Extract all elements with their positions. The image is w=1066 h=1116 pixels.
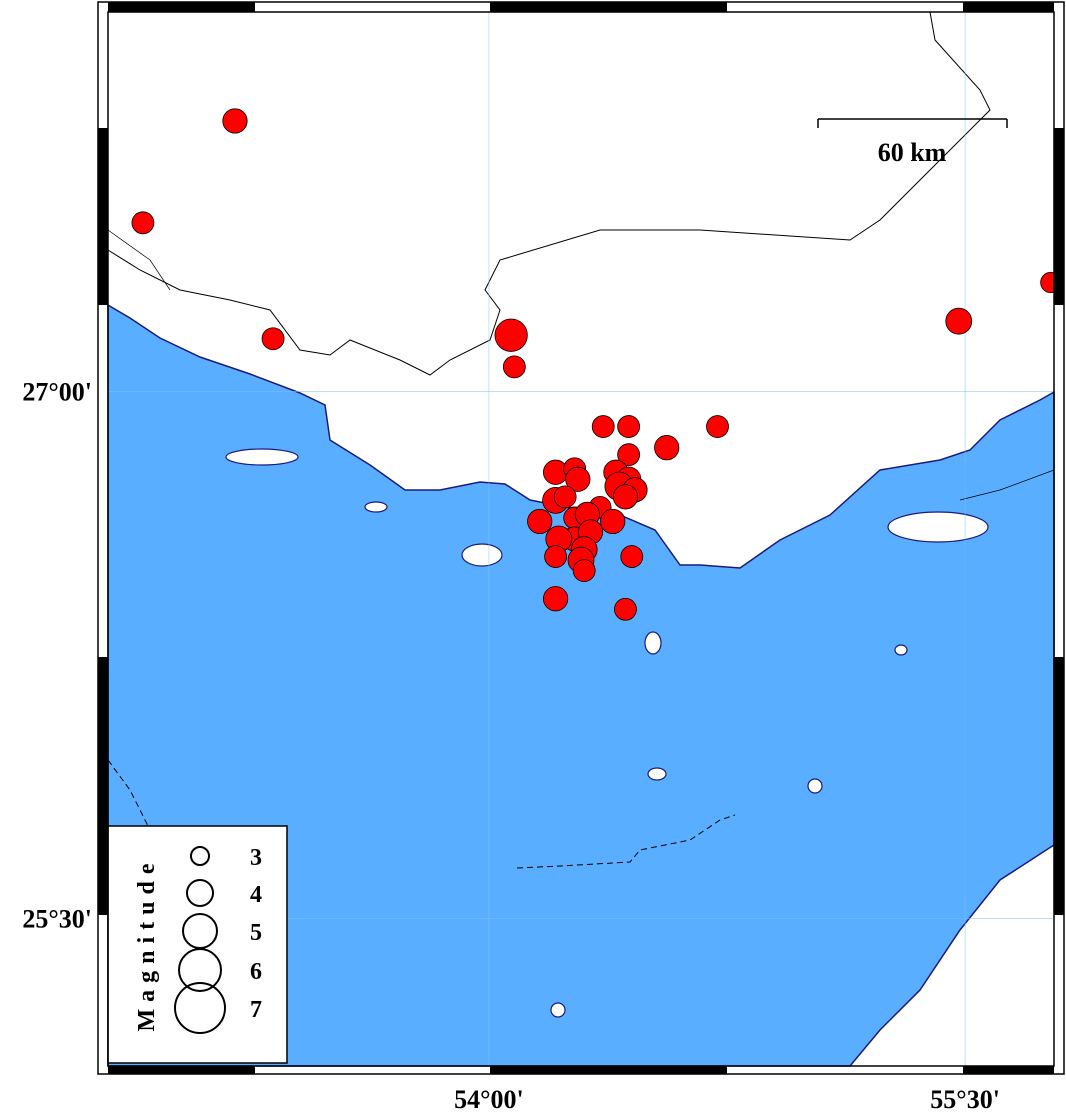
event — [261, 327, 285, 351]
legend-symbol — [186, 879, 214, 907]
event — [572, 559, 596, 583]
y-tick-label: 27°00' — [22, 377, 92, 406]
legend-label: 3 — [250, 845, 262, 871]
sea — [107, 303, 1055, 1067]
legend-label: 4 — [250, 882, 262, 908]
event — [620, 545, 644, 568]
event — [222, 108, 248, 134]
legend-box — [107, 825, 288, 1064]
legend-symbol — [178, 948, 222, 992]
legend-label: 6 — [250, 959, 262, 985]
event — [544, 545, 568, 568]
tick-labels: 54°00' 55°30' 27°00' 25°30' — [22, 377, 1000, 1114]
event — [600, 508, 626, 535]
legend-label: 5 — [250, 920, 262, 946]
event — [612, 484, 639, 510]
event — [591, 415, 615, 438]
scale-bar — [817, 118, 1008, 128]
event — [494, 318, 528, 352]
legend-title: Magnitude — [134, 856, 160, 1031]
event — [565, 466, 591, 492]
y-tick-label: 25°30' — [22, 904, 92, 933]
event — [502, 355, 526, 379]
x-tick-label: 54°00' — [454, 1085, 524, 1111]
scale-label: 60 km — [878, 138, 947, 167]
event — [614, 597, 637, 621]
x-tick-label: 55°30' — [930, 1085, 1000, 1111]
event — [553, 485, 577, 509]
borders — [107, 11, 1055, 869]
events — [131, 108, 1062, 621]
islands — [225, 448, 989, 1018]
event — [617, 443, 641, 467]
event — [617, 415, 641, 438]
event — [945, 307, 973, 335]
legend-symbol — [174, 982, 226, 1034]
event — [654, 435, 680, 461]
legend-label: 7 — [250, 997, 262, 1023]
event — [131, 211, 155, 235]
legend-symbol — [190, 846, 210, 866]
event — [706, 415, 729, 438]
legend: 3 4 5 6 7 — [174, 845, 262, 1034]
event — [527, 508, 553, 535]
event — [543, 586, 569, 612]
frame — [97, 1, 1065, 1075]
